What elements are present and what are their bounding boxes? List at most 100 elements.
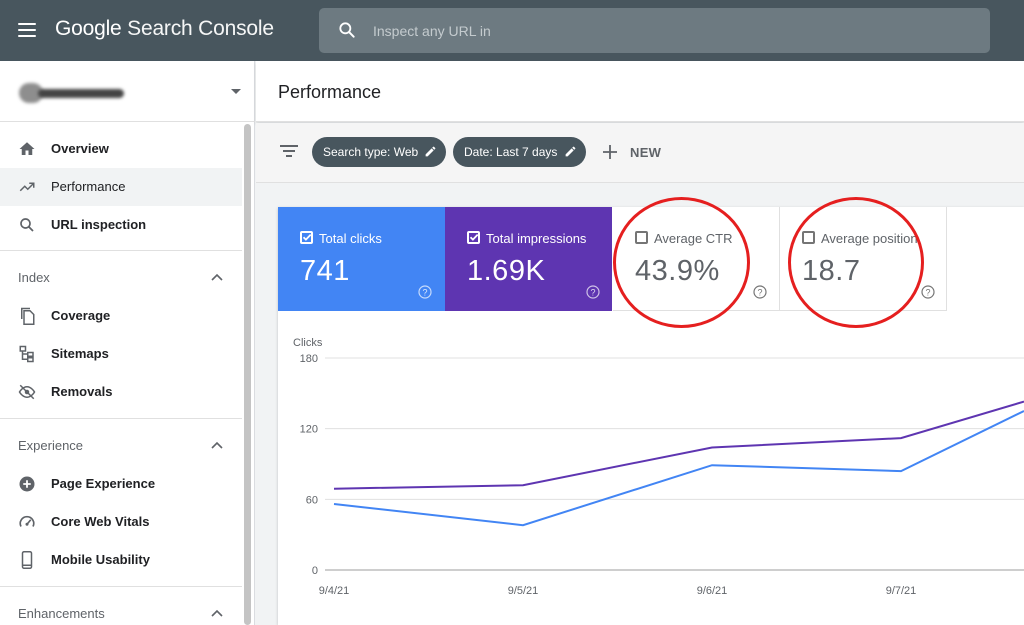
search-input[interactable] [373, 8, 973, 53]
help-icon[interactable]: ? [753, 285, 767, 299]
metric-average-ctr[interactable]: Average CTR 43.9% ? [613, 207, 780, 311]
svg-text:?: ? [925, 287, 930, 297]
y-axis-title: Clicks [293, 337, 323, 349]
sidebar-item-core-web-vitals[interactable]: Core Web Vitals [0, 503, 242, 541]
metric-value: 741 [300, 255, 350, 287]
section-index: Index [0, 258, 242, 298]
sidebar-item-label: Sitemaps [51, 346, 109, 361]
sitemap-icon [19, 345, 34, 363]
x-tick-label: 9/5/21 [508, 585, 539, 597]
check-icon [302, 233, 312, 241]
sidebar-item-page-experience[interactable]: Page Experience [0, 465, 242, 503]
top-app-bar: Google Search Console [0, 0, 1024, 61]
smartphone-icon [21, 551, 33, 569]
property-avatar [19, 83, 43, 103]
svg-text:?: ? [422, 287, 427, 297]
hamburger-menu-icon[interactable] [18, 21, 38, 39]
metric-value: 18.7 [802, 255, 861, 287]
section-title: Enhancements [18, 606, 105, 621]
speed-gauge-icon [19, 515, 35, 527]
url-inspect-search[interactable] [319, 8, 990, 53]
property-name-redacted [38, 89, 124, 98]
sidebar-item-label: Overview [51, 141, 109, 156]
sidebar-item-coverage[interactable]: Coverage [0, 297, 242, 335]
check-icon [469, 233, 479, 241]
sidebar-item-label: Coverage [51, 308, 111, 323]
svg-text:?: ? [590, 287, 595, 297]
property-selector[interactable] [0, 61, 255, 122]
performance-card: Total clicks 741 ? Total impressions 1.6… [278, 207, 1024, 625]
y-tick-label: 0 [312, 565, 318, 577]
checkbox[interactable] [635, 231, 648, 244]
performance-line-chart: Clicks 180 120 60 0 9/4/21 9/5/21 9/6/21 9/7/2… [293, 337, 1024, 597]
checkbox[interactable] [467, 231, 480, 244]
y-tick-label: 120 [300, 424, 318, 436]
filter-bar: Search type: Web Date: Last 7 days NEW [256, 123, 1024, 183]
sidebar-item-label: Page Experience [51, 476, 156, 491]
plus-circle-icon [19, 476, 35, 492]
metric-total-clicks[interactable]: Total clicks 741 ? [278, 207, 445, 311]
trending-up-icon [19, 182, 35, 192]
new-filter-button[interactable]: NEW [603, 137, 669, 167]
sidebar-item-label: Removals [51, 384, 113, 399]
help-icon[interactable]: ? [921, 285, 935, 299]
chip-label: Search type: Web [323, 145, 419, 159]
plus-icon [603, 145, 617, 159]
eye-off-icon [18, 384, 36, 400]
home-icon [19, 142, 35, 155]
caret-down-icon[interactable] [231, 89, 241, 94]
chevron-up-icon[interactable] [211, 272, 223, 282]
x-tick-label: 9/6/21 [697, 585, 728, 597]
sidebar-divider [0, 250, 242, 251]
filter-list-icon[interactable] [280, 144, 298, 158]
sidebar-item-label: Core Web Vitals [51, 514, 150, 529]
metric-average-position[interactable]: Average position 18.7 ? [780, 207, 947, 311]
series-line-impressions [333, 400, 1024, 490]
metric-label: Total clicks [319, 231, 382, 246]
edit-pencil-icon [565, 146, 576, 157]
help-icon[interactable]: ? [418, 285, 432, 299]
sidebar-item-sitemaps[interactable]: Sitemaps [0, 335, 242, 373]
metric-label: Total impressions [486, 231, 587, 246]
chevron-up-icon[interactable] [211, 440, 223, 450]
search-icon [20, 218, 34, 232]
y-tick-label: 180 [300, 353, 318, 365]
section-experience: Experience [0, 426, 242, 466]
sidebar-scrollbar[interactable] [244, 124, 251, 625]
file-copy-icon [21, 307, 35, 325]
page-title: Performance [278, 82, 382, 102]
chip-label: Date: Last 7 days [464, 145, 558, 159]
metric-value: 1.69K [467, 255, 546, 287]
y-tick-label: 60 [306, 494, 318, 506]
filter-chip-date[interactable]: Date: Last 7 days [453, 137, 586, 167]
sidebar-item-url-inspection[interactable]: URL inspection [0, 206, 242, 244]
metric-label: Average position [821, 231, 918, 246]
help-icon[interactable]: ? [586, 285, 600, 299]
x-tick-label: 9/4/21 [319, 585, 350, 597]
checkbox[interactable] [802, 231, 815, 244]
filter-chip-search-type[interactable]: Search type: Web [312, 137, 446, 167]
product-logo[interactable]: Google Search Console [55, 17, 274, 41]
chevron-up-icon[interactable] [211, 608, 223, 618]
sidebar-item-performance[interactable]: Performance [0, 168, 242, 206]
x-tick-label: 9/7/21 [886, 585, 917, 597]
section-enhancements: Enhancements [0, 594, 242, 625]
sidebar: Overview Performance URL inspection Inde… [0, 61, 255, 625]
new-filter-label: NEW [630, 145, 662, 160]
section-title: Experience [18, 438, 84, 453]
metric-label: Average CTR [654, 231, 733, 246]
checkbox[interactable] [300, 231, 313, 244]
series-line-clicks [333, 410, 1024, 527]
metric-total-impressions[interactable]: Total impressions 1.69K ? [445, 207, 612, 311]
search-icon [339, 22, 355, 38]
sidebar-item-removals[interactable]: Removals [0, 373, 242, 411]
sidebar-item-label: URL inspection [51, 217, 147, 232]
svg-text:?: ? [757, 287, 762, 297]
sidebar-divider [0, 586, 242, 587]
section-title: Index [18, 270, 50, 285]
edit-pencil-icon [425, 146, 436, 157]
sidebar-divider [0, 418, 242, 419]
sidebar-item-mobile-usability[interactable]: Mobile Usability [0, 541, 242, 579]
sidebar-item-overview[interactable]: Overview [0, 130, 242, 168]
page-header: Performance [256, 61, 1024, 122]
